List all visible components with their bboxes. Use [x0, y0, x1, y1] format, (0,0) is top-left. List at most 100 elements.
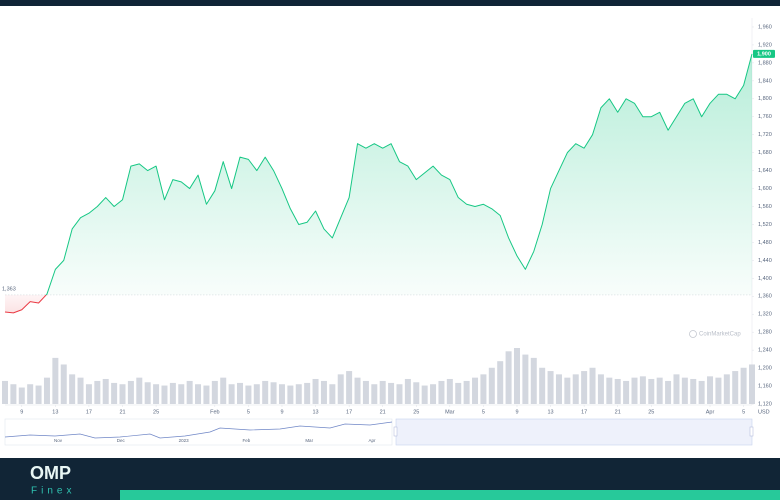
volume-bar	[60, 364, 67, 404]
volume-bar	[707, 376, 714, 404]
volume-bar	[228, 384, 235, 404]
volume-bar	[488, 367, 495, 404]
y-tick-label: 1,760	[758, 114, 772, 120]
x-tick-label: 5	[482, 409, 485, 415]
volume-bar	[597, 374, 604, 404]
volume-bar	[262, 380, 269, 404]
volume-bar	[2, 380, 8, 404]
volume-bar	[715, 377, 722, 404]
volume-bar	[438, 380, 445, 404]
y-tick-label: 1,520	[758, 222, 772, 228]
x-tick-label: 13	[312, 409, 318, 415]
price-badge-label: 1,900	[757, 51, 771, 57]
x-tick-label: 13	[52, 409, 58, 415]
volume-bar	[614, 378, 621, 404]
x-tick-label: 5	[247, 409, 250, 415]
volume-bar	[648, 378, 655, 404]
price-badge	[753, 49, 775, 58]
volume-bar	[413, 382, 420, 404]
navigator-label: Apr	[368, 438, 376, 443]
volume-bar	[732, 371, 739, 404]
y-tick-label: 1,320	[758, 312, 772, 318]
volume-bar	[513, 348, 520, 404]
volume-bar	[278, 384, 285, 404]
volume-bar	[740, 367, 747, 404]
navigator-label: 2023	[179, 438, 190, 443]
volume-bar	[346, 371, 353, 404]
footer-stripe	[120, 490, 780, 500]
volume-bar	[446, 378, 453, 404]
volume-bar	[77, 377, 84, 404]
volume-bar	[43, 377, 50, 404]
y-tick-label: 1,880	[758, 60, 772, 66]
x-tick-label: 17	[346, 409, 352, 415]
navigator-label: Dec	[117, 438, 126, 443]
volume-bar	[111, 382, 118, 404]
y-tick-label: 1,360	[758, 294, 772, 300]
watermark-icon	[689, 330, 697, 338]
volume-bar	[127, 380, 134, 404]
volume-bar	[379, 380, 386, 404]
volume-bar	[144, 382, 151, 404]
volume-bar	[497, 361, 504, 404]
y-tick-label: 1,920	[758, 42, 772, 48]
watermark-text: CoinMarketCap	[699, 332, 741, 338]
volume-bar	[304, 382, 311, 404]
navigator-label: Feb	[243, 438, 251, 443]
x-tick-label: 9	[20, 409, 23, 415]
x-tick-label: 13	[547, 409, 553, 415]
volume-bar	[572, 374, 579, 404]
volume-bar	[472, 377, 479, 404]
volume-bar	[320, 380, 327, 404]
volume-bar	[52, 357, 59, 404]
x-tick-label: 25	[648, 409, 654, 415]
volume-bar	[85, 384, 92, 404]
y-tick-label: 1,640	[758, 168, 772, 174]
navigator-selection[interactable]	[395, 418, 753, 446]
volume-bar	[631, 377, 638, 404]
volume-bar	[161, 385, 168, 404]
volume-bar	[749, 364, 755, 404]
y-tick-label: 1,840	[758, 78, 772, 84]
volume-bar	[539, 367, 546, 404]
navigator-line	[4, 421, 393, 439]
volume-bar	[287, 385, 294, 404]
y-tick-label: 1,960	[758, 24, 772, 30]
x-tick-label: 17	[86, 409, 92, 415]
navigator	[4, 418, 754, 446]
top-bar	[0, 0, 780, 6]
volume-bar	[606, 377, 613, 404]
volume-bar	[480, 374, 487, 404]
volume-bar	[564, 377, 571, 404]
volume-bar	[312, 378, 319, 404]
volume-bar	[203, 385, 210, 404]
volume-bar	[639, 376, 646, 404]
volume-bar	[337, 374, 344, 404]
y-tick-label: 1,120	[758, 401, 772, 407]
logo: OMP	[30, 463, 71, 483]
volume-bar	[421, 385, 428, 404]
volume-bar	[102, 378, 109, 404]
volume-bar	[388, 382, 395, 404]
navigator-handle[interactable]	[393, 426, 398, 437]
volume-bar	[589, 367, 596, 404]
logo-tagline: Finex	[31, 486, 75, 497]
volume-bar	[698, 380, 705, 404]
volume-bar	[455, 382, 462, 404]
volume-bar	[119, 384, 126, 404]
y-tick-label: 1,680	[758, 150, 772, 156]
x-tick-label: 9	[280, 409, 283, 415]
y-tick-label: 1,560	[758, 204, 772, 210]
navigator-handle[interactable]	[749, 426, 754, 437]
volume-bar	[371, 384, 378, 404]
navigator-frame	[4, 418, 393, 446]
y-tick-label: 1,800	[758, 96, 772, 102]
volume-bar	[362, 380, 369, 404]
x-tick-label: 9	[515, 409, 518, 415]
x-tick-label: 21	[615, 409, 621, 415]
volume-bar	[665, 380, 672, 404]
volume-bar	[404, 378, 411, 404]
volume-bar	[18, 387, 25, 404]
volume-bar	[505, 351, 512, 404]
